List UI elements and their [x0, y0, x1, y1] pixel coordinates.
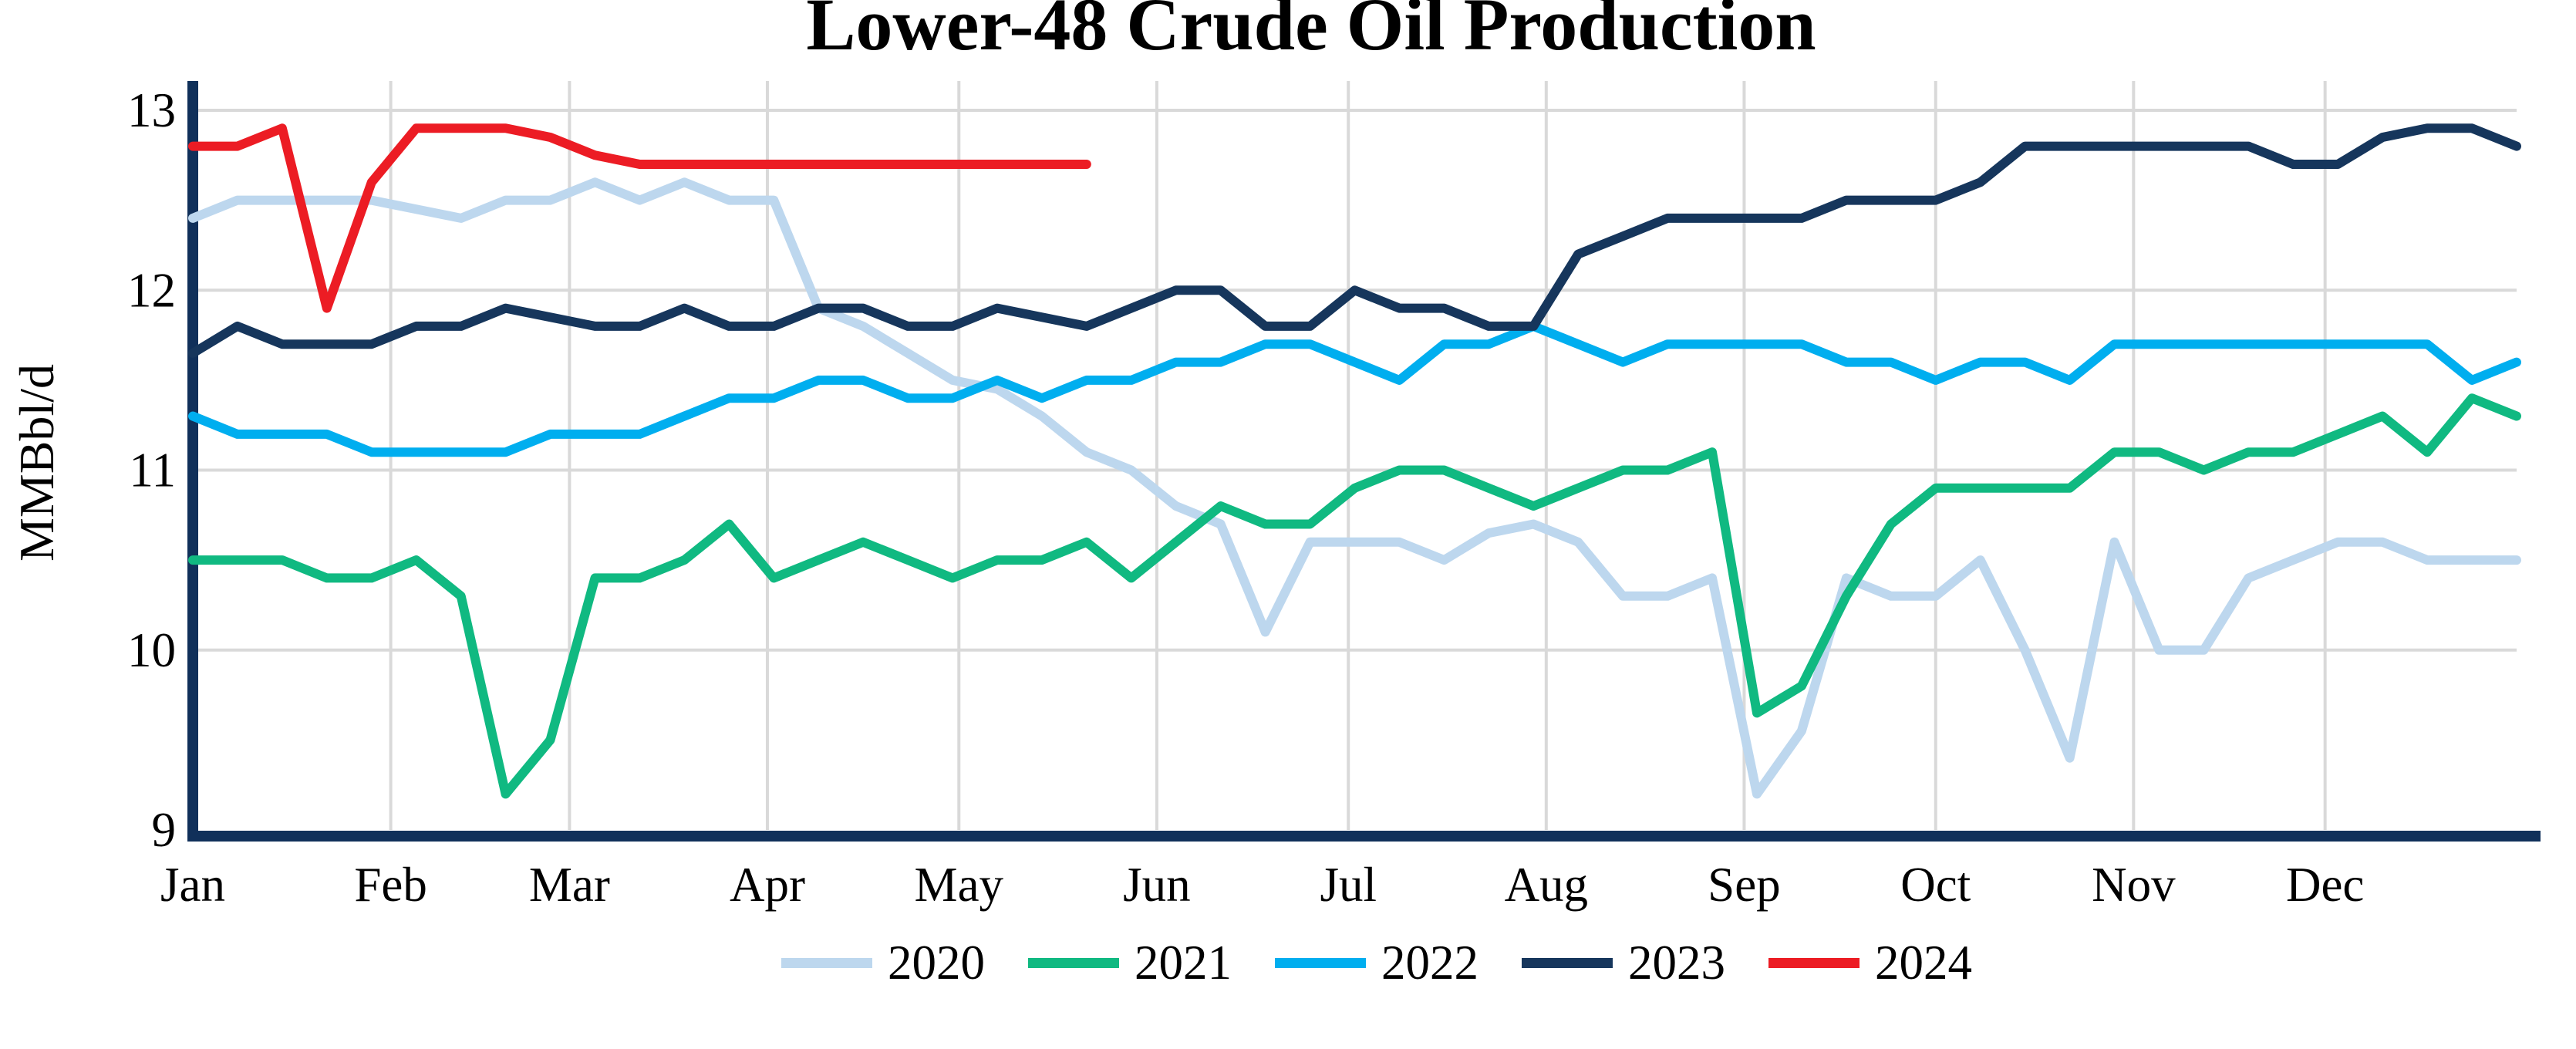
legend-swatch-2021	[1028, 958, 1119, 968]
y-tick-label-10: 10	[127, 623, 176, 677]
x-tick-label-Oct: Oct	[1900, 858, 1971, 912]
series-line-2021	[188, 393, 2521, 799]
legend-swatch-2020	[781, 958, 872, 968]
legend-label-2022: 2022	[1381, 936, 1479, 990]
y-axis-line	[187, 81, 198, 841]
legend-swatch-2023	[1522, 958, 1613, 968]
legend-swatch-2022	[1275, 958, 1366, 968]
y-tick-label-9: 9	[152, 803, 177, 857]
legend-swatch-2024	[1768, 958, 1860, 968]
legend-item-2021: 2021	[1028, 935, 1232, 991]
x-axis-line	[187, 831, 2541, 842]
legend-label-2020: 2020	[888, 936, 985, 990]
x-tick-label-Dec: Dec	[2286, 858, 2364, 912]
y-tick-label-12: 12	[127, 263, 176, 317]
x-tick-label-Jan: Jan	[160, 858, 225, 912]
series-line-2024	[188, 123, 1091, 313]
x-tick-label-Jul: Jul	[1320, 858, 1377, 912]
legend-item-2022: 2022	[1275, 935, 1479, 991]
legend-item-2020: 2020	[781, 935, 985, 991]
series-line-2020	[188, 177, 2521, 799]
x-tick-label-Aug: Aug	[1505, 858, 1589, 912]
x-tick-label-May: May	[915, 858, 1004, 912]
series-line-2023	[188, 123, 2521, 358]
legend-item-2024: 2024	[1768, 935, 1972, 991]
x-tick-label-Jun: Jun	[1123, 858, 1191, 912]
chart-title: Lower-48 Crude Oil Production	[806, 0, 1816, 66]
legend: 2020 2021 2022 2023 2024	[781, 935, 1972, 991]
legend-label-2023: 2023	[1628, 936, 1725, 990]
x-tick-label-Sep: Sep	[1708, 858, 1781, 912]
legend-item-2023: 2023	[1522, 935, 1725, 991]
series-line-2022	[188, 321, 2521, 457]
y-tick-label-11: 11	[129, 444, 176, 498]
legend-label-2024: 2024	[1875, 936, 1972, 990]
x-tick-label-Feb: Feb	[354, 858, 427, 912]
legend-label-2021: 2021	[1135, 936, 1232, 990]
y-tick-label-13: 13	[127, 83, 176, 137]
x-tick-label-Nov: Nov	[2092, 858, 2176, 912]
x-tick-label-Mar: Mar	[529, 858, 610, 912]
x-tick-label-Apr: Apr	[730, 858, 805, 912]
